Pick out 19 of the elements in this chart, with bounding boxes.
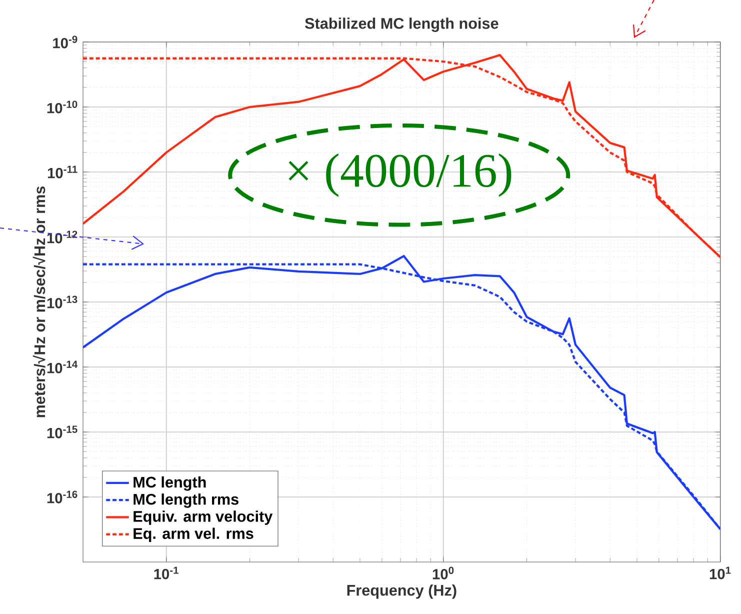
x-axis-title: Frequency (Hz) bbox=[347, 584, 456, 599]
y-axis-title: meters/√Hz or m/sec/√Hz or rms bbox=[32, 186, 46, 418]
y-tick-label: 10$^{-15}$ bbox=[47, 426, 78, 438]
y-tick-label: 10$^{-13}$ bbox=[47, 296, 78, 308]
y-tick-label: 10$^{-14}$ bbox=[47, 360, 78, 374]
annotation: × (4000/16) bbox=[288, 153, 512, 197]
legend-label: Eq. arm vel. rms bbox=[134, 528, 254, 542]
y-tick-label: 10$^{-12}$ bbox=[47, 230, 78, 244]
x-tick-label: 10$^{1}$ bbox=[710, 566, 731, 580]
chart-title: Stabilized MC length noise bbox=[304, 18, 498, 32]
x-tick-label: 10$^{0}$ bbox=[432, 566, 454, 580]
y-tick-label: 10$^{-16}$ bbox=[47, 490, 78, 504]
y-tick-label: 10$^{-11}$ bbox=[48, 166, 78, 178]
y-tick-label: 10$^{-9}$ bbox=[53, 36, 78, 48]
legend-label: Equiv. arm velocity bbox=[134, 510, 273, 525]
x-tick-label: 10$^{-1}$ bbox=[154, 566, 178, 580]
y-tick-label: 10$^{-10}$ bbox=[47, 100, 78, 114]
legend-label: MC length bbox=[134, 476, 206, 491]
legend-label: MC length rms bbox=[134, 493, 238, 508]
